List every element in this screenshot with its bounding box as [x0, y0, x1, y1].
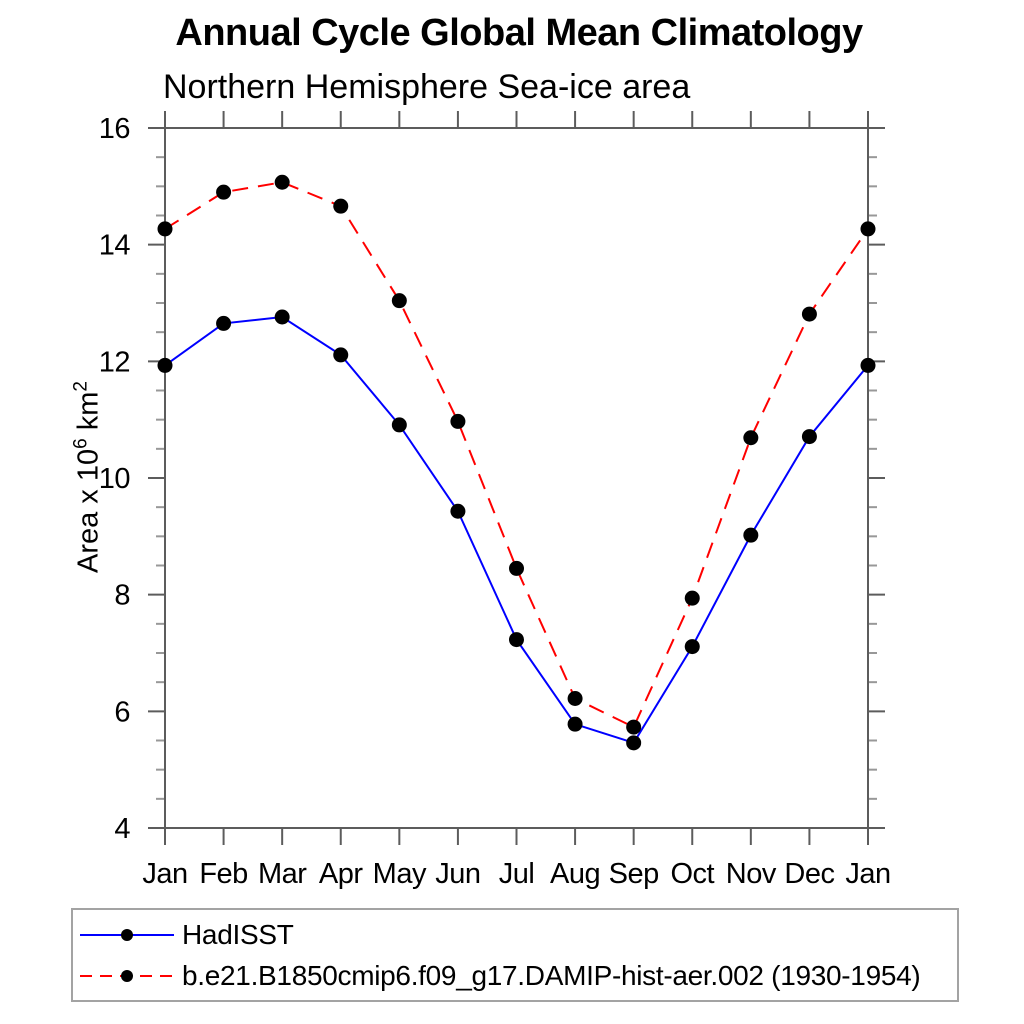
data-point-marker [391, 417, 407, 433]
x-tick-label: Oct [670, 858, 714, 890]
y-tick-label: 6 [114, 696, 130, 728]
x-tick-label: Sep [609, 858, 659, 890]
data-point-marker [743, 430, 759, 446]
data-point-marker [274, 174, 290, 190]
x-tick-label: Apr [319, 858, 363, 890]
data-point-marker [743, 527, 759, 543]
x-tick-label: Jan [845, 858, 890, 890]
data-point-marker [157, 221, 173, 237]
data-point-marker [450, 503, 466, 519]
x-tick-label: Aug [550, 858, 600, 890]
data-point-marker [450, 413, 466, 429]
data-point-marker [626, 735, 642, 751]
data-point-marker [684, 590, 700, 606]
plot-frame [164, 127, 869, 829]
legend: HadISST b.e21.B1850cmip6.f09_g17.DAMIP-h… [71, 908, 959, 1002]
legend-item-model: b.e21.B1850cmip6.f09_g17.DAMIP-hist-aer.… [77, 955, 957, 996]
chart-title: Annual Cycle Global Mean Climatology [175, 12, 863, 54]
data-point-marker [509, 560, 524, 576]
y-tick-label: 14 [99, 230, 131, 262]
data-point-marker [801, 306, 817, 322]
data-point-marker [509, 632, 524, 648]
chart-subtitle: Northern Hemisphere Sea-ice area [163, 68, 691, 106]
x-tick-label: Jun [435, 858, 480, 890]
legend-item-hadisst: HadISST [77, 914, 957, 955]
data-point-marker [157, 357, 173, 373]
y-tick-label: 4 [114, 813, 130, 845]
data-point-marker [216, 315, 232, 331]
data-point-marker [626, 719, 642, 735]
y-tick-label: 12 [99, 346, 130, 378]
data-point-marker [860, 221, 876, 237]
data-point-marker [567, 716, 583, 732]
data-point-marker [333, 347, 349, 363]
x-tick-label: Jan [142, 858, 187, 890]
y-tick-label: 16 [99, 113, 130, 145]
data-point-marker [801, 429, 817, 445]
legend-label-hadisst: HadISST [182, 918, 294, 950]
y-tick-label: 10 [99, 463, 130, 495]
data-point-marker [274, 309, 290, 325]
x-tick-label: May [373, 858, 427, 890]
legend-label-model: b.e21.B1850cmip6.f09_g17.DAMIP-hist-aer.… [182, 959, 921, 991]
legend-line-sample-dashed-icon [80, 969, 174, 982]
legend-marker-dot-icon [121, 969, 133, 982]
data-point-marker [391, 293, 407, 309]
legend-line-sample-solid-icon [80, 928, 174, 941]
data-point-marker [860, 357, 876, 373]
data-point-marker [567, 691, 583, 706]
x-tick-label: Nov [726, 858, 777, 890]
x-tick-label: Jul [499, 858, 535, 890]
series-line-0 [164, 315, 869, 745]
data-point-marker [684, 639, 700, 655]
y-tick-label: 8 [114, 580, 130, 612]
x-tick-label: Feb [199, 858, 247, 890]
data-point-marker [333, 198, 349, 214]
legend-marker-dot-icon [121, 928, 133, 941]
x-tick-label: Mar [258, 858, 307, 890]
data-point-marker [216, 184, 232, 200]
x-tick-label: Dec [784, 858, 834, 890]
